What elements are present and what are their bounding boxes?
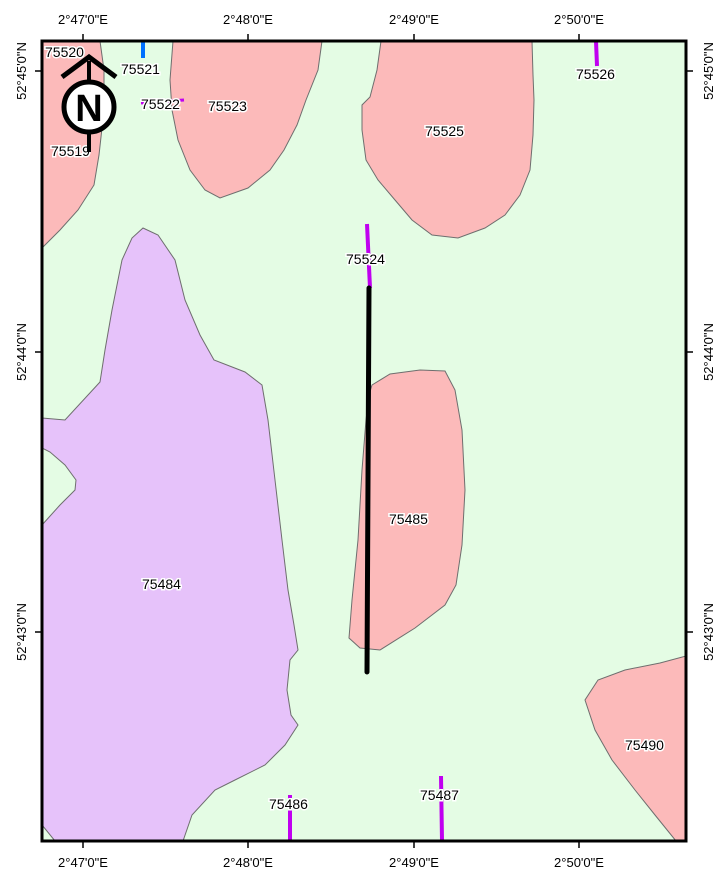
label-75521: 75521 bbox=[121, 61, 160, 77]
map-frame bbox=[40, 39, 688, 843]
top-lon-label-1: 2°47'0"E bbox=[58, 12, 108, 27]
top-lon-label-3: 2°49'0"E bbox=[389, 12, 439, 27]
bottom-lon-label-4: 2°50'0"E bbox=[554, 855, 604, 870]
parcel-75523-area bbox=[169, 40, 323, 199]
line-75524 bbox=[365, 223, 372, 289]
parcel-75485-area bbox=[348, 369, 466, 651]
line-75522 bbox=[140, 98, 185, 105]
parcel-75525-area bbox=[361, 40, 535, 239]
label-75485: 75485 bbox=[389, 511, 428, 527]
bottom-lon-label-1: 2°47'0"E bbox=[58, 855, 108, 870]
right-lat-label-3: 52°43'0"N bbox=[701, 603, 716, 661]
north-arrow-icon: N bbox=[60, 53, 118, 152]
transect-line bbox=[364, 285, 372, 675]
right-lat-label-1: 52°45'0"N bbox=[701, 42, 716, 100]
bottom-lon-label-3: 2°49'0"E bbox=[389, 855, 439, 870]
label-75526: 75526 bbox=[576, 66, 615, 82]
label-75522: 75522 bbox=[141, 96, 180, 112]
label-75484: 75484 bbox=[142, 576, 181, 592]
right-lat-label-2: 52°44'0"N bbox=[701, 323, 716, 381]
north-arrow-letter: N bbox=[75, 88, 102, 130]
label-75487: 75487 bbox=[420, 787, 459, 803]
label-75520: 75520 bbox=[45, 44, 84, 60]
label-75486: 75486 bbox=[269, 796, 308, 812]
left-lat-label-3: 52°43'0"N bbox=[14, 603, 29, 661]
label-75490: 75490 bbox=[625, 737, 664, 753]
label-75525: 75525 bbox=[425, 123, 464, 139]
label-75524: 75524 bbox=[346, 251, 385, 267]
parcel-75484-area bbox=[41, 227, 299, 842]
line-75526 bbox=[594, 40, 599, 67]
bottom-lon-label-2: 2°48'0"E bbox=[223, 855, 273, 870]
tick-marks bbox=[35, 34, 693, 848]
label-75519: 75519 bbox=[51, 143, 90, 159]
left-lat-label-1: 52°45'0"N bbox=[14, 42, 29, 100]
label-75523: 75523 bbox=[208, 98, 247, 114]
top-lon-label-2: 2°48'0"E bbox=[223, 12, 273, 27]
line-75487 bbox=[439, 775, 444, 842]
left-lat-label-2: 52°44'0"N bbox=[14, 323, 29, 381]
top-lon-label-4: 2°50'0"E bbox=[554, 12, 604, 27]
